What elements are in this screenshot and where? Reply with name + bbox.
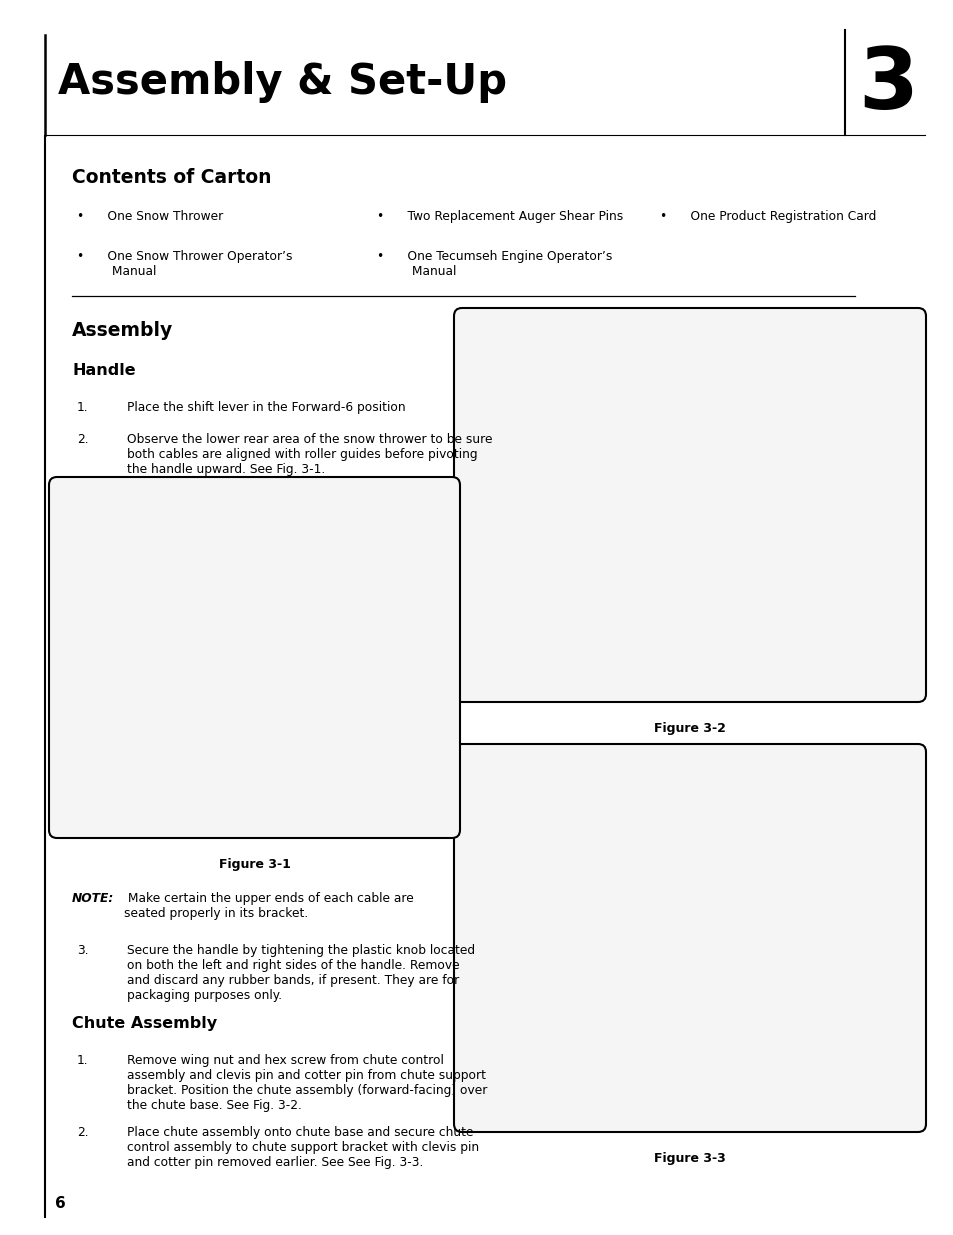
FancyBboxPatch shape bbox=[454, 308, 925, 701]
Bar bbox=[67, 495, 441, 820]
Text: Make certain the upper ends of each cable are
seated properly in its bracket.: Make certain the upper ends of each cabl… bbox=[124, 892, 414, 920]
Text: •      One Snow Thrower Operator’s
         Manual: • One Snow Thrower Operator’s Manual bbox=[77, 249, 293, 278]
Text: Observe the lower rear area of the snow thrower to be sure
both cables are align: Observe the lower rear area of the snow … bbox=[127, 433, 492, 475]
Text: 3.: 3. bbox=[77, 944, 89, 957]
Text: Handle: Handle bbox=[71, 363, 135, 378]
Text: NOTE:: NOTE: bbox=[71, 892, 114, 905]
Text: 3: 3 bbox=[857, 43, 917, 126]
Bar bbox=[472, 762, 907, 1114]
Text: Place chute assembly onto chute base and secure chute
control assembly to chute : Place chute assembly onto chute base and… bbox=[127, 1126, 478, 1170]
Text: Assembly & Set-Up: Assembly & Set-Up bbox=[58, 61, 507, 103]
Text: Secure the handle by tightening the plastic knob located
on both the left and ri: Secure the handle by tightening the plas… bbox=[127, 944, 475, 1002]
FancyBboxPatch shape bbox=[454, 743, 925, 1132]
Bar bbox=[472, 326, 907, 684]
Text: 1.: 1. bbox=[77, 401, 89, 414]
Text: Contents of Carton: Contents of Carton bbox=[71, 168, 272, 186]
Text: 2.: 2. bbox=[77, 433, 89, 446]
Text: •      Two Replacement Auger Shear Pins: • Two Replacement Auger Shear Pins bbox=[376, 210, 622, 224]
Text: Figure 3-1: Figure 3-1 bbox=[218, 858, 290, 871]
Text: 1.: 1. bbox=[77, 1053, 89, 1067]
Text: •      One Snow Thrower: • One Snow Thrower bbox=[77, 210, 223, 224]
FancyBboxPatch shape bbox=[49, 477, 459, 839]
Text: 2.: 2. bbox=[77, 1126, 89, 1139]
Text: •      One Product Registration Card: • One Product Registration Card bbox=[659, 210, 876, 224]
Text: Place the shift lever in the Forward-6 position: Place the shift lever in the Forward-6 p… bbox=[127, 401, 405, 414]
Text: 6: 6 bbox=[55, 1195, 66, 1210]
Text: Figure 3-2: Figure 3-2 bbox=[654, 722, 725, 735]
Text: Figure 3-3: Figure 3-3 bbox=[654, 1152, 725, 1165]
Text: Assembly: Assembly bbox=[71, 321, 173, 340]
Text: Chute Assembly: Chute Assembly bbox=[71, 1016, 217, 1031]
Text: •      One Tecumseh Engine Operator’s
         Manual: • One Tecumseh Engine Operator’s Manual bbox=[376, 249, 612, 278]
Text: Remove wing nut and hex screw from chute control
assembly and clevis pin and cot: Remove wing nut and hex screw from chute… bbox=[127, 1053, 487, 1112]
